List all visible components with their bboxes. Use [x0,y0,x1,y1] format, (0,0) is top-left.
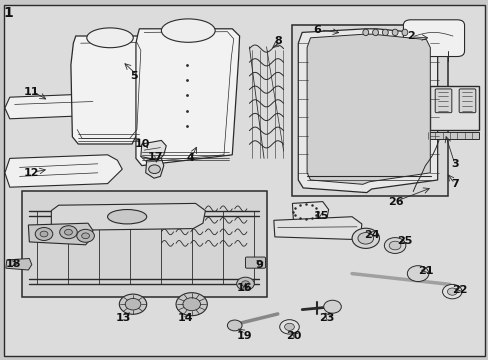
Circle shape [384,238,405,253]
Circle shape [148,165,160,174]
Bar [429,86,478,130]
Text: 24: 24 [363,230,379,240]
Text: 18: 18 [6,258,21,269]
Circle shape [81,233,89,239]
Ellipse shape [382,29,387,36]
Polygon shape [298,29,437,193]
Text: 9: 9 [255,260,263,270]
FancyBboxPatch shape [434,89,451,113]
Circle shape [284,323,294,330]
Circle shape [40,231,48,237]
Text: 6: 6 [312,24,320,35]
Polygon shape [136,29,239,166]
Circle shape [357,233,373,244]
Circle shape [351,228,379,248]
Ellipse shape [391,29,397,36]
Bar [292,25,447,196]
Circle shape [279,320,299,334]
Text: 17: 17 [147,152,163,162]
Text: 10: 10 [135,139,150,149]
Text: 19: 19 [236,330,252,341]
Circle shape [447,288,456,295]
Text: 25: 25 [396,236,412,246]
FancyBboxPatch shape [245,257,265,268]
Ellipse shape [401,29,407,36]
Polygon shape [306,34,429,184]
Text: 7: 7 [450,179,458,189]
Polygon shape [292,202,328,223]
Polygon shape [71,36,149,144]
Circle shape [64,229,72,235]
Ellipse shape [107,210,146,224]
Ellipse shape [372,29,378,36]
Text: 13: 13 [115,312,131,323]
Polygon shape [145,158,163,178]
Circle shape [35,228,53,240]
Ellipse shape [161,19,215,42]
FancyBboxPatch shape [423,132,478,139]
Text: 21: 21 [417,266,432,276]
Polygon shape [6,258,32,270]
Circle shape [407,266,428,282]
Polygon shape [5,94,112,119]
Bar [22,191,266,297]
Circle shape [119,294,146,314]
Text: 15: 15 [313,211,329,221]
Text: 5: 5 [130,71,138,81]
FancyBboxPatch shape [458,89,475,113]
Circle shape [227,320,242,331]
Circle shape [176,293,207,316]
Text: 8: 8 [274,36,282,46]
Polygon shape [5,155,122,187]
Ellipse shape [87,28,133,48]
Polygon shape [28,223,93,245]
Text: 11: 11 [24,87,40,97]
Text: 20: 20 [285,330,301,341]
Text: 16: 16 [236,283,252,293]
Text: 2: 2 [406,31,414,41]
Polygon shape [51,203,205,230]
Circle shape [183,298,200,311]
Circle shape [236,277,254,290]
Circle shape [442,284,461,299]
Text: 4: 4 [186,153,194,163]
Text: 22: 22 [451,285,467,295]
Text: 26: 26 [387,197,403,207]
Circle shape [241,281,249,287]
Text: 1: 1 [4,6,14,19]
Circle shape [125,298,141,310]
Polygon shape [141,140,166,160]
Ellipse shape [362,29,368,36]
Circle shape [77,229,94,242]
Circle shape [388,241,400,250]
FancyBboxPatch shape [403,20,464,57]
Text: 23: 23 [318,312,334,323]
Circle shape [60,226,77,239]
Circle shape [323,300,341,313]
Text: 14: 14 [178,312,193,323]
Polygon shape [273,217,361,239]
Text: 12: 12 [24,168,40,178]
Text: 3: 3 [450,159,458,169]
